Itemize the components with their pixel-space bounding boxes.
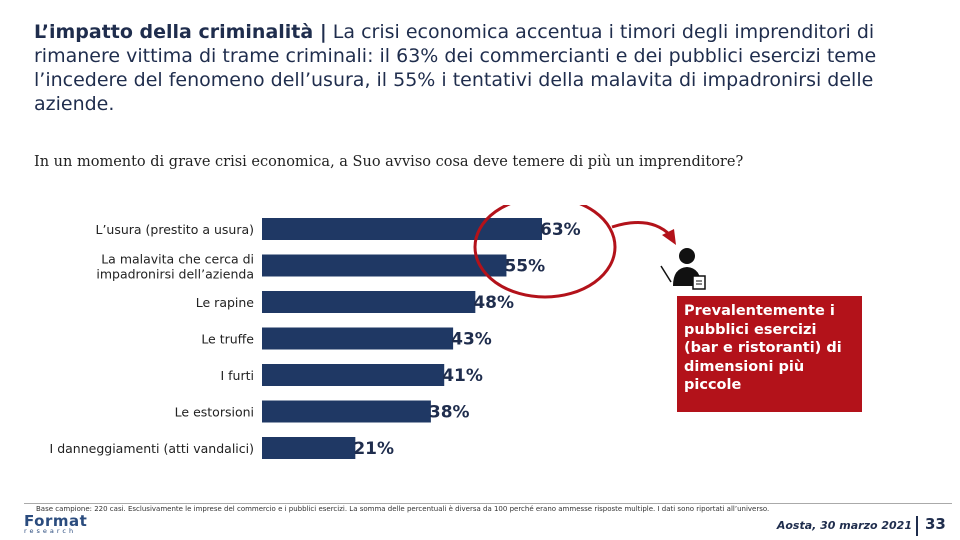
category-label: Le truffe [201,332,254,347]
horizontal-bar-chart: 63% L’usura (prestito a usura) 55% La malav… [50,205,676,459]
value-label: 43% [451,330,492,350]
value-label: 55% [504,257,545,277]
arrow-head-icon [662,229,676,245]
bar [262,327,454,350]
category-label: I danneggiamenti (atti vandalici) [50,441,254,456]
bar [262,437,356,459]
page-divider [916,516,918,536]
arrow-icon [611,221,672,237]
logo-main-text: Format [24,512,88,530]
slide-title: L’impatto della criminalità | La crisi e… [34,20,949,116]
logo-sub-text: research [24,527,77,535]
bar [262,254,507,277]
callout-box: Prevalentemente i pubblici esercizi (bar… [677,296,862,412]
bar [262,291,476,313]
highlight-ellipse [473,205,617,299]
title-lead: L’impatto della criminalità | [34,21,327,43]
title-text: La crisi economica accentua i timori deg… [34,21,877,115]
date-place: Aosta, 30 marzo 2021 [776,519,912,532]
value-label: 41% [442,366,483,386]
category-label: Le estorsioni [175,405,254,420]
sample-footnote: Base campione: 220 casi. Esclusivamente … [36,505,770,513]
category-label: I furti [221,368,255,383]
page-number: 33 [925,515,946,533]
footer-divider [24,503,952,504]
value-label: 21% [353,439,394,459]
bar [262,364,445,386]
survey-question: In un momento di grave crisi economica, … [34,154,744,170]
category-label: La malavita che cerca di impadronirsi del… [96,252,254,282]
category-label: Le rapine [196,295,255,310]
category-label: L’usura (prestito a usura) [95,222,254,237]
format-research-logo: Format research [24,512,87,535]
value-label: 48% [473,293,514,313]
bar [262,218,542,240]
value-label: 63% [540,220,581,240]
bar [262,400,431,423]
value-label: 38% [429,403,470,423]
businessman-icon [657,246,707,294]
